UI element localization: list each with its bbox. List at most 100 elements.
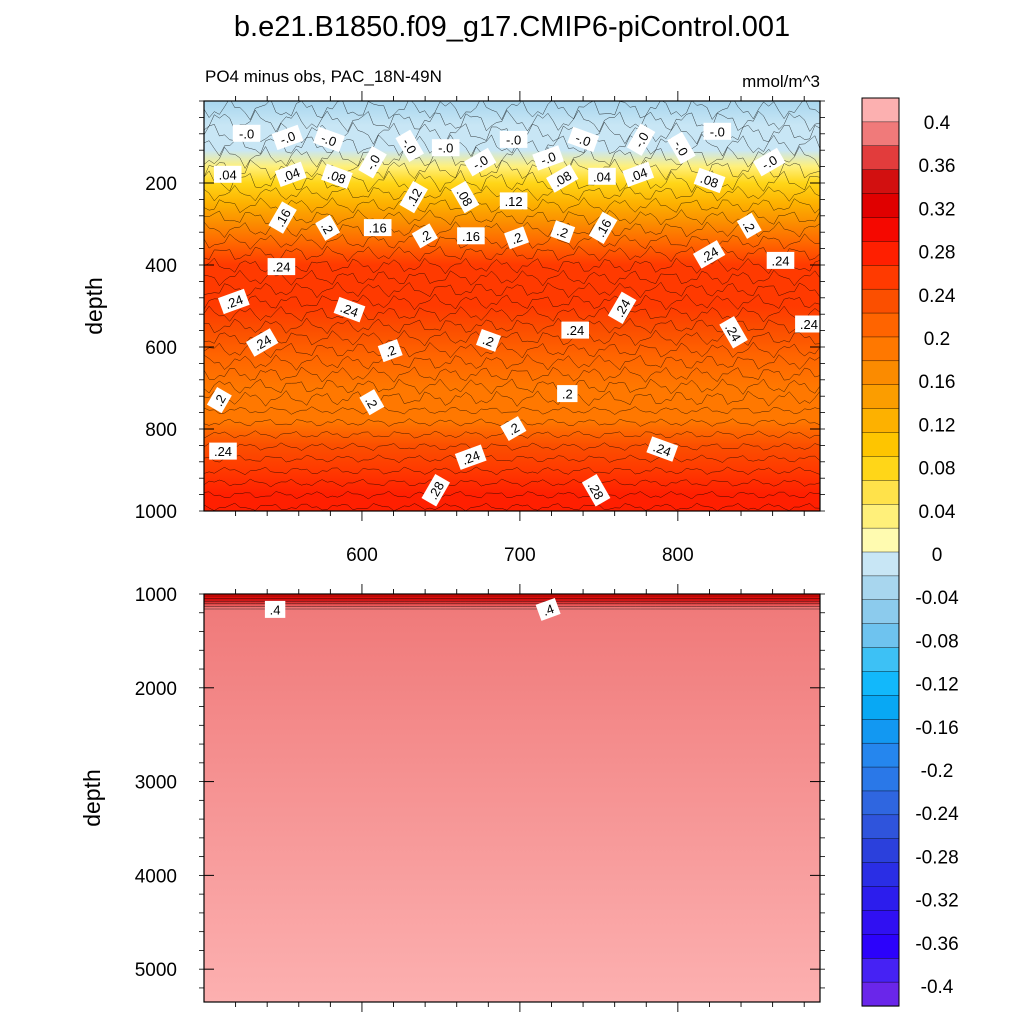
contour-label: .08: [546, 164, 579, 193]
contour-label: .2: [550, 220, 576, 244]
contour-label-box: [315, 214, 341, 241]
colorbar-swatch: [861, 336, 900, 362]
lower-panel: .4 .4 1000 2000 3000 4000 5000 depth: [79, 584, 825, 1012]
colorbar-swatch: [861, 384, 900, 410]
contour-label-text: .4: [270, 602, 281, 617]
contour-label-box: [454, 444, 487, 470]
contour-label: .04: [213, 165, 242, 183]
contour-label: .12: [499, 192, 528, 210]
lower-contour-lines: [204, 595, 820, 610]
contour-label-text: .2: [481, 332, 496, 350]
contour-label-text: .24: [800, 317, 818, 332]
contour-label: .24: [267, 258, 296, 276]
y-tick-label: 5000: [135, 960, 177, 981]
colorbar-swatch: [861, 241, 900, 266]
contour-label: .24: [209, 442, 237, 460]
contour-label: .2: [557, 385, 578, 403]
contour-line: [204, 305, 820, 323]
colorbar-label: -0.12: [915, 675, 958, 696]
y-tick-label: 200: [145, 174, 177, 195]
colorbar-label: 0.2: [924, 329, 950, 350]
contour-label-box: [607, 291, 637, 325]
contour-label-box: [213, 165, 242, 183]
colorbar-swatch: [861, 886, 900, 912]
contour-label-text: .24: [651, 439, 673, 459]
contour-label: -.0: [232, 124, 261, 142]
contour-label: .24: [719, 316, 748, 349]
contour-label-text: .2: [383, 342, 398, 360]
contour-label: .16: [363, 219, 392, 237]
colorbar-swatch: [861, 408, 900, 434]
colorbar-swatch: [861, 504, 900, 529]
contour-label-text: -.0: [710, 124, 725, 139]
contour-label: .04: [588, 167, 616, 185]
contour-label-box: [719, 316, 748, 349]
contour-label: .04: [622, 161, 655, 188]
colorbar-swatch: [861, 312, 900, 338]
colorbar-label: -0.08: [915, 631, 958, 652]
lower-ylabel: depth: [79, 769, 105, 827]
contour-label-box: [271, 124, 304, 151]
contour-label-text: .16: [369, 221, 387, 236]
colorbar-label: 0.08: [919, 459, 956, 480]
contour-label-box: [245, 328, 279, 357]
colorbar-swatch: [861, 265, 900, 290]
contour-label: .24: [217, 288, 250, 315]
contour-label-text: -.0: [759, 152, 780, 173]
contour-label-box: [736, 212, 762, 239]
colorbar-label: 0.36: [919, 156, 956, 177]
contour-label: .28: [421, 474, 451, 507]
contour-line: [204, 442, 820, 451]
contour-label-text: -.0: [671, 138, 692, 159]
contour-line: [204, 406, 820, 415]
contour-label-box: [753, 147, 786, 177]
colorbar-swatch: [861, 910, 900, 935]
contour-label-box: [421, 474, 451, 507]
contour-line: [204, 317, 820, 335]
contour-label-box: [411, 223, 438, 249]
contour-label-box: [463, 147, 497, 177]
contour-label-text: .24: [771, 253, 789, 268]
contour-line: [204, 281, 820, 299]
contour-label: .08: [320, 163, 353, 190]
upper-ylabel: depth: [81, 277, 107, 335]
contour-label: -.0: [395, 129, 424, 163]
colorbar-swatch: [861, 288, 900, 314]
contour-line: [204, 209, 820, 226]
contour-label-box: [693, 167, 726, 194]
colorbar-label: -0.28: [915, 847, 958, 868]
contour-label: -.0: [667, 131, 696, 165]
colorbar-swatch: [861, 145, 900, 171]
panel-units-label: mmol/m^3: [742, 72, 820, 91]
contour-label: -.0: [358, 146, 387, 179]
contour-label: -.0: [271, 124, 304, 151]
contour-label-box: [504, 226, 530, 250]
contour-line: [204, 366, 820, 383]
colorbar-swatch: [861, 480, 900, 505]
contour-label: .16: [268, 201, 297, 234]
contour-label-box: [431, 139, 460, 157]
contour-label-box: [313, 126, 345, 153]
contour-label-text: -.0: [278, 128, 297, 147]
y-tick-label: 4000: [135, 866, 177, 887]
colorbar-swatch: [861, 862, 900, 888]
contour-label: .2: [315, 214, 341, 241]
contour-line: [204, 490, 820, 500]
contour-label-text: -.0: [363, 152, 384, 173]
contour-label-box: [567, 126, 600, 153]
contour-label: .2: [206, 386, 232, 414]
contour-label-text: .04: [593, 169, 611, 184]
contour-label-text: .04: [280, 165, 302, 185]
contour-label: -.0: [626, 123, 656, 156]
contour-label: .2: [475, 328, 501, 352]
colorbar-label: 0.04: [919, 502, 956, 523]
contour-label: .24: [692, 240, 726, 269]
contour-label-box: [268, 201, 297, 234]
contour-label-box: [209, 442, 237, 460]
colorbar-swatch: [861, 981, 900, 1007]
contour-label-box: [499, 130, 528, 148]
contour-label: .2: [500, 416, 527, 442]
contour-label-box: [267, 258, 296, 276]
